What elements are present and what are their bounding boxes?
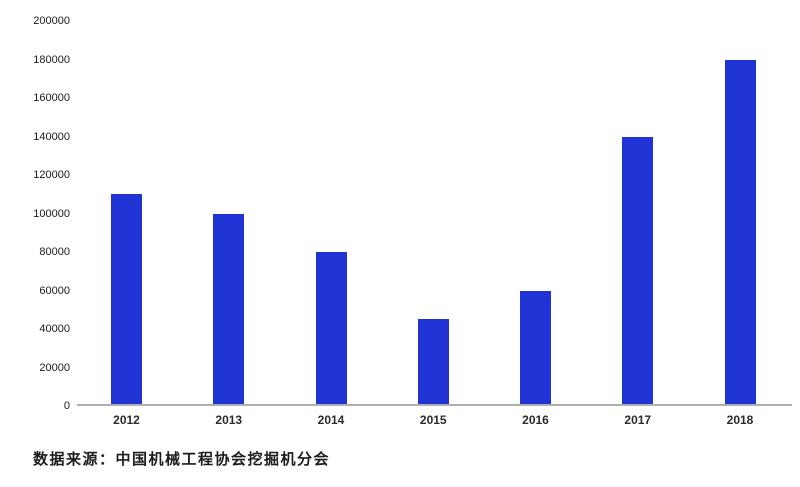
y-tick-label: 60000: [39, 284, 70, 297]
y-tick-label: 100000: [33, 207, 70, 220]
y-axis: 0 20000 40000 60000 80000 100000 120000 140000 1…: [0, 15, 70, 412]
data-source-text: 数据来源：中国机械工程协会挖掘机分会: [33, 451, 331, 468]
x-tick-label: 2018: [726, 413, 754, 427]
x-tick-label: 2016: [522, 413, 549, 427]
bar-2014: [315, 252, 347, 404]
y-tick-label: 80000: [39, 246, 70, 258]
x-tick-label: 2015: [419, 413, 447, 427]
x-axis-line: [77, 404, 792, 406]
x-tick-label: 2014: [317, 413, 345, 427]
plot-area: 2012 2013 2014 2015 2016 2017 2018: [77, 21, 792, 427]
y-tick-label: 140000: [33, 130, 70, 143]
y-tick-label: 180000: [33, 53, 70, 66]
bar-2016: [520, 290, 551, 404]
bar-chart: 0 20000 40000 60000 80000 100000 120000 140000 1…: [0, 15, 792, 427]
bar-2015: [417, 319, 449, 404]
y-tick-label: 200000: [33, 15, 70, 27]
y-tick-label: 0: [63, 400, 70, 412]
y-tick-label: 160000: [33, 92, 70, 104]
y-tick-label: 20000: [39, 361, 70, 374]
y-tick-label: 120000: [33, 169, 70, 181]
y-tick-label: 40000: [39, 323, 70, 335]
x-tick-label: 2012: [113, 413, 140, 427]
bar-2018: [724, 59, 756, 404]
bar-2013: [213, 213, 245, 404]
bar-2012: [111, 194, 142, 404]
bar-2017: [622, 136, 654, 404]
x-tick-label: 2013: [215, 413, 243, 427]
x-tick-label: 2017: [624, 413, 652, 427]
